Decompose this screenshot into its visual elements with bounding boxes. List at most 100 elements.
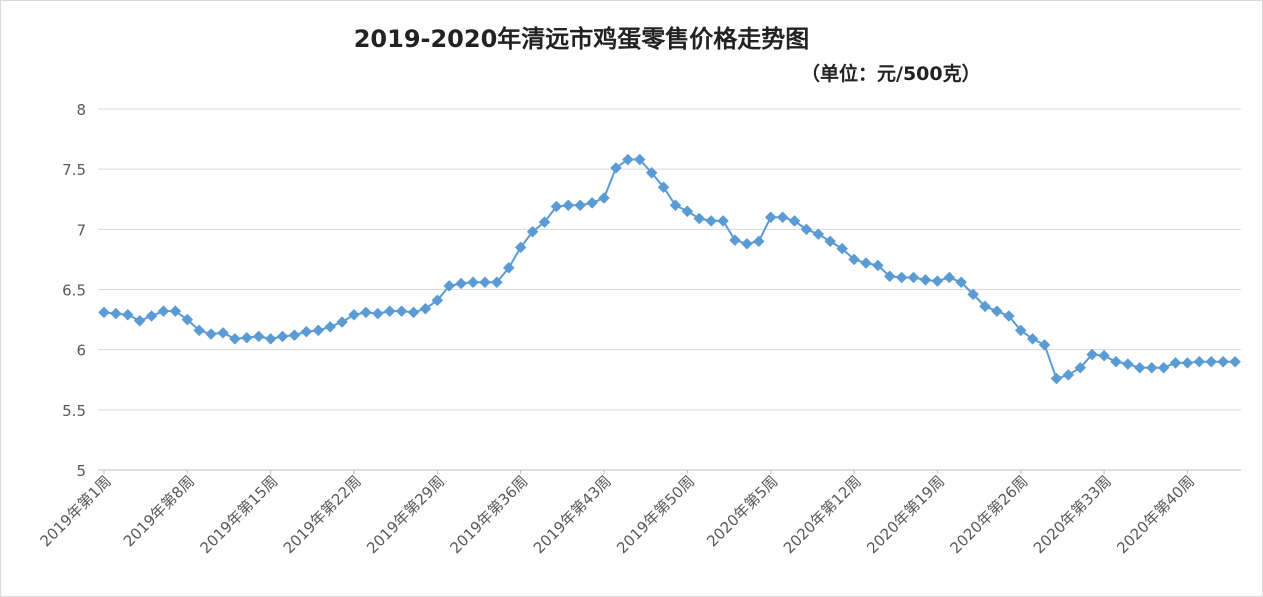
data-point-marker — [931, 275, 944, 287]
x-tick-label: 2020年第26周 — [947, 472, 1032, 557]
y-tick-label: 5.5 — [62, 402, 86, 420]
data-point-marker — [955, 276, 968, 289]
data-point-marker — [419, 302, 432, 315]
data-point-marker — [1133, 361, 1146, 374]
data-point-marker — [276, 330, 289, 343]
data-point-marker — [288, 329, 301, 342]
data-point-marker — [1038, 338, 1051, 351]
data-point-marker — [621, 153, 634, 166]
data-point-marker — [98, 306, 110, 319]
data-point-marker — [1193, 355, 1206, 368]
data-point-marker — [883, 270, 896, 283]
data-point-marker — [1157, 361, 1170, 374]
chart-title: 2019-2020年清远市鸡蛋零售价格走势图 — [353, 25, 810, 53]
x-tick-label: 2019年第29周 — [363, 472, 448, 557]
data-point-marker — [1074, 361, 1087, 374]
data-point-marker — [1205, 355, 1218, 368]
data-point-marker — [800, 223, 813, 236]
data-point-marker — [300, 325, 313, 338]
data-point-marker — [633, 153, 646, 166]
data-point-marker — [645, 166, 658, 179]
series-line-path — [103, 158, 1236, 380]
data-point-marker — [848, 253, 860, 266]
data-point-marker — [1050, 372, 1063, 385]
data-point-marker — [717, 215, 729, 227]
data-point-marker — [110, 307, 122, 320]
y-tick-label: 7 — [76, 221, 86, 239]
data-point-marker — [1217, 355, 1229, 368]
x-tick-label: 2020年第12周 — [780, 472, 865, 557]
x-tick-label: 2019年第36周 — [446, 472, 531, 557]
data-point-marker — [1145, 361, 1158, 374]
data-point-marker — [812, 228, 825, 241]
data-point-marker — [240, 331, 253, 344]
data-point-marker — [752, 235, 765, 248]
data-point-marker — [1181, 357, 1194, 369]
data-point-marker — [562, 199, 575, 212]
data-point-marker — [1014, 324, 1027, 337]
data-point-marker — [145, 310, 158, 322]
data-point-marker — [610, 162, 622, 174]
data-point-marker — [229, 332, 241, 345]
data-point-marker — [657, 181, 670, 194]
data-point-marker — [1026, 332, 1039, 345]
data-point-marker — [741, 237, 753, 250]
x-axis-labels: 2019年第1周 2019年第8周2019年第15周2019年第22周2019年第… — [36, 470, 1198, 557]
data-point-marker — [1002, 310, 1015, 322]
y-tick-label: 5 — [76, 462, 86, 480]
data-point-marker — [491, 276, 503, 289]
data-point-marker — [1086, 348, 1099, 361]
data-point-marker — [550, 200, 563, 213]
data-point-marker — [895, 271, 908, 284]
data-point-marker — [1098, 349, 1110, 362]
x-tick-label: 2020年第40周 — [1113, 472, 1198, 557]
data-point-marker — [729, 234, 741, 247]
x-tick-label: 2019年第1周 — [36, 472, 114, 550]
x-tick-label: 2020年第5周 — [703, 472, 781, 550]
data-point-marker — [788, 215, 801, 227]
y-axis-labels: 5 5.5 6 6.5 7 7.5 8 — [62, 101, 86, 480]
data-point-marker — [121, 308, 134, 321]
data-point-marker — [1110, 355, 1122, 368]
data-point-marker — [574, 199, 587, 212]
data-point-marker — [205, 328, 217, 340]
data-point-marker — [443, 280, 456, 292]
data-point-marker — [669, 199, 682, 212]
x-tick-label: 2019年第50周 — [613, 472, 698, 557]
data-point-marker — [967, 288, 979, 301]
data-point-marker — [776, 211, 789, 224]
data-point-marker — [348, 308, 360, 321]
y-tick-label: 6 — [76, 342, 86, 360]
data-point-marker — [371, 307, 384, 320]
data-point-marker — [455, 277, 467, 290]
data-point-marker — [514, 241, 527, 254]
data-point-marker — [264, 332, 277, 345]
gridlines — [98, 108, 1241, 471]
data-point-marker — [431, 294, 444, 307]
x-tick-label: 2020年第19周 — [863, 472, 948, 557]
data-point-marker — [181, 313, 194, 326]
data-point-marker — [395, 305, 408, 318]
data-point-marker — [907, 271, 920, 284]
data-point-marker — [312, 324, 325, 337]
data-point-marker — [336, 316, 348, 328]
data-point-marker — [919, 274, 932, 286]
y-tick-label: 6.5 — [62, 282, 86, 300]
data-point-marker — [1169, 357, 1182, 369]
data-point-marker — [1122, 358, 1134, 370]
data-point-marker — [681, 205, 694, 218]
data-point-marker — [526, 225, 539, 238]
data-point-marker — [705, 215, 718, 227]
data-point-marker — [764, 211, 777, 224]
data-point-marker — [193, 324, 206, 337]
data-point-marker — [467, 276, 479, 289]
data-point-marker — [991, 305, 1003, 318]
data-point-marker — [252, 330, 265, 343]
data-point-marker — [943, 271, 956, 284]
data-point-marker — [383, 305, 396, 318]
data-point-marker — [824, 235, 837, 248]
data-point-marker — [169, 305, 182, 318]
data-point-marker — [693, 212, 706, 225]
